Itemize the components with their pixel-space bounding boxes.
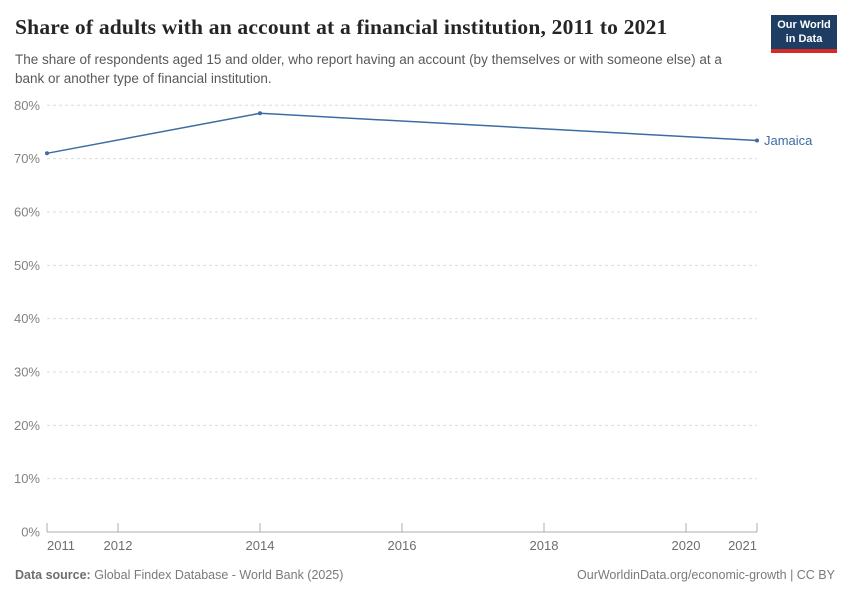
owid-logo-line1: Our World xyxy=(777,19,831,31)
y-axis-tick-label: 0% xyxy=(21,525,40,540)
y-axis-tick-label: 70% xyxy=(14,151,40,166)
series-point[interactable] xyxy=(258,111,262,116)
y-axis-tick-label: 40% xyxy=(14,311,40,326)
x-axis-tick-label: 2011 xyxy=(47,538,75,553)
footer: Data source: Global Findex Database - Wo… xyxy=(15,568,835,582)
series-line-jamaica[interactable] xyxy=(46,112,758,155)
series-entity-label[interactable]: Jamaica xyxy=(764,133,813,148)
y-axis-tick-label: 60% xyxy=(14,204,40,219)
page-subtitle: The share of respondents aged 15 and old… xyxy=(15,52,722,86)
page-title: Share of adults with an account at a fin… xyxy=(15,15,668,39)
license-note: OurWorldinData.org/economic-growth | CC … xyxy=(577,568,835,582)
y-axis-tick-label: 80% xyxy=(14,98,40,113)
y-axis-tick-label: 30% xyxy=(14,364,40,379)
y-axis-tick-label: 20% xyxy=(14,418,40,433)
series-point[interactable] xyxy=(45,151,49,156)
x-axis-tick-label: 2021 xyxy=(728,538,757,553)
y-axis-tick-label: 10% xyxy=(14,471,40,486)
x-axis-tick-label: 2014 xyxy=(246,538,275,553)
owid-logo-line2: in Data xyxy=(785,32,823,45)
owid-logo[interactable]: Our World in Data xyxy=(771,15,837,53)
x-axis-tick-label: 2020 xyxy=(672,538,701,553)
x-axis-tick-label: 2012 xyxy=(104,538,133,553)
data-source-label: Data source: xyxy=(15,568,91,582)
series-point[interactable] xyxy=(755,138,759,143)
data-source-note: Data source: Global Findex Database - Wo… xyxy=(15,568,343,582)
data-source-text: Global Findex Database - World Bank (202… xyxy=(94,568,344,582)
x-axis-tick-label: 2018 xyxy=(530,538,559,553)
y-axis-tick-label: 50% xyxy=(14,258,40,273)
x-axis-tick-label: 2016 xyxy=(388,538,417,553)
